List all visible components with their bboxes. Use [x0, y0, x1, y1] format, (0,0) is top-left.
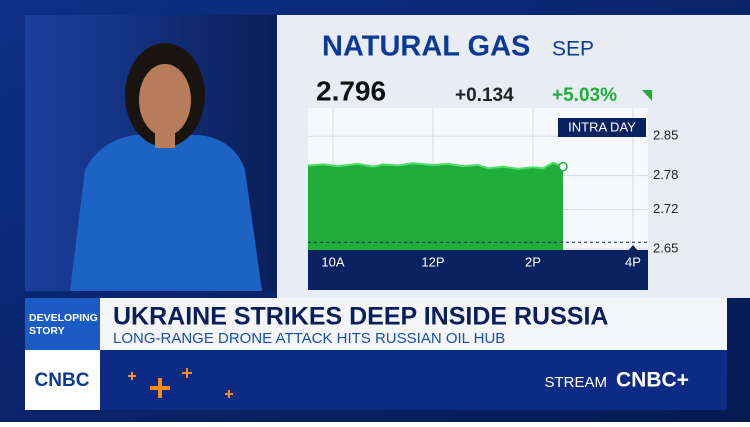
line	[307, 161, 564, 170]
ticker-title: NATURAL GAS	[322, 31, 530, 63]
logo-box	[25, 350, 100, 410]
area	[308, 162, 563, 250]
x-axis-band	[308, 250, 648, 290]
headline-bar	[25, 298, 727, 350]
x-tick-label: 12P	[421, 254, 444, 269]
last-point	[558, 161, 568, 172]
tag: DEVELOPING STORY	[29, 312, 98, 337]
subheadline: LONG-RANGE DRONE ATTACK HITS RUSSIAN OIL…	[113, 330, 505, 347]
headline: UKRAINE STRIKES DEEP INSIDE RUSSIA	[113, 303, 608, 331]
y-tick-label: 2.85	[653, 128, 678, 143]
x-tick-label: 10A	[321, 254, 344, 269]
bottom-bar	[25, 350, 727, 410]
x-tick	[628, 245, 638, 251]
y-tick-label: 2.78	[653, 167, 678, 182]
ticker-contract: SEP	[552, 38, 594, 61]
up-arrow	[642, 90, 652, 101]
promo-logo: CNBC+	[616, 369, 689, 392]
logo: CNBC	[35, 370, 90, 391]
presenter	[70, 43, 262, 291]
x-tick-label: 4P	[625, 254, 641, 269]
chart-label-box	[558, 118, 646, 137]
y-tick-label: 2.72	[653, 201, 678, 216]
ticker-percent: +5.03%	[552, 85, 617, 106]
chart: 2.85 2.78 2.72 2.65 10A 12P 2P 4P	[307, 108, 678, 269]
ticker-price: 2.796	[316, 75, 386, 106]
y-tick-label: 2.65	[653, 240, 678, 255]
decoration	[128, 368, 233, 398]
x-tick-label: 2P	[525, 254, 541, 269]
tag-box	[25, 298, 100, 350]
promo: STREAM	[544, 374, 607, 391]
chart-label: INTRA DAY	[568, 119, 636, 134]
ticker-change: +0.134	[455, 85, 514, 106]
